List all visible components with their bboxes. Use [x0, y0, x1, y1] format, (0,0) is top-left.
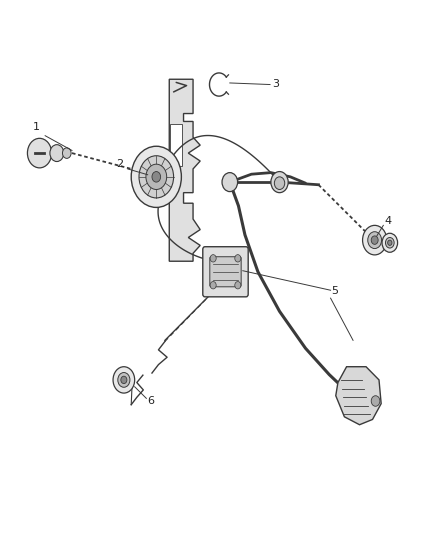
Text: 6: 6 — [148, 395, 155, 406]
Circle shape — [382, 233, 398, 252]
Circle shape — [274, 177, 285, 190]
Polygon shape — [336, 367, 381, 425]
Text: 2: 2 — [116, 159, 123, 169]
Circle shape — [131, 146, 181, 207]
Circle shape — [63, 148, 71, 158]
Circle shape — [235, 281, 241, 289]
Circle shape — [146, 164, 167, 190]
Circle shape — [50, 144, 64, 161]
Circle shape — [113, 367, 134, 393]
Circle shape — [271, 172, 288, 192]
Text: 5: 5 — [332, 286, 339, 296]
Text: 4: 4 — [385, 216, 392, 227]
Text: 1: 1 — [33, 123, 40, 132]
Circle shape — [210, 281, 216, 289]
Circle shape — [139, 156, 173, 198]
Circle shape — [222, 173, 237, 191]
Circle shape — [28, 139, 52, 168]
Circle shape — [385, 238, 394, 248]
Circle shape — [118, 373, 130, 387]
Circle shape — [210, 255, 216, 262]
FancyBboxPatch shape — [210, 257, 241, 287]
Circle shape — [371, 236, 378, 244]
Circle shape — [368, 232, 381, 248]
Text: 3: 3 — [272, 79, 279, 89]
Polygon shape — [169, 79, 200, 261]
Circle shape — [121, 376, 127, 384]
Circle shape — [371, 395, 380, 406]
Circle shape — [152, 172, 161, 182]
FancyBboxPatch shape — [203, 247, 248, 297]
Circle shape — [235, 255, 241, 262]
Polygon shape — [170, 124, 182, 166]
Circle shape — [363, 225, 387, 255]
Circle shape — [388, 240, 392, 245]
